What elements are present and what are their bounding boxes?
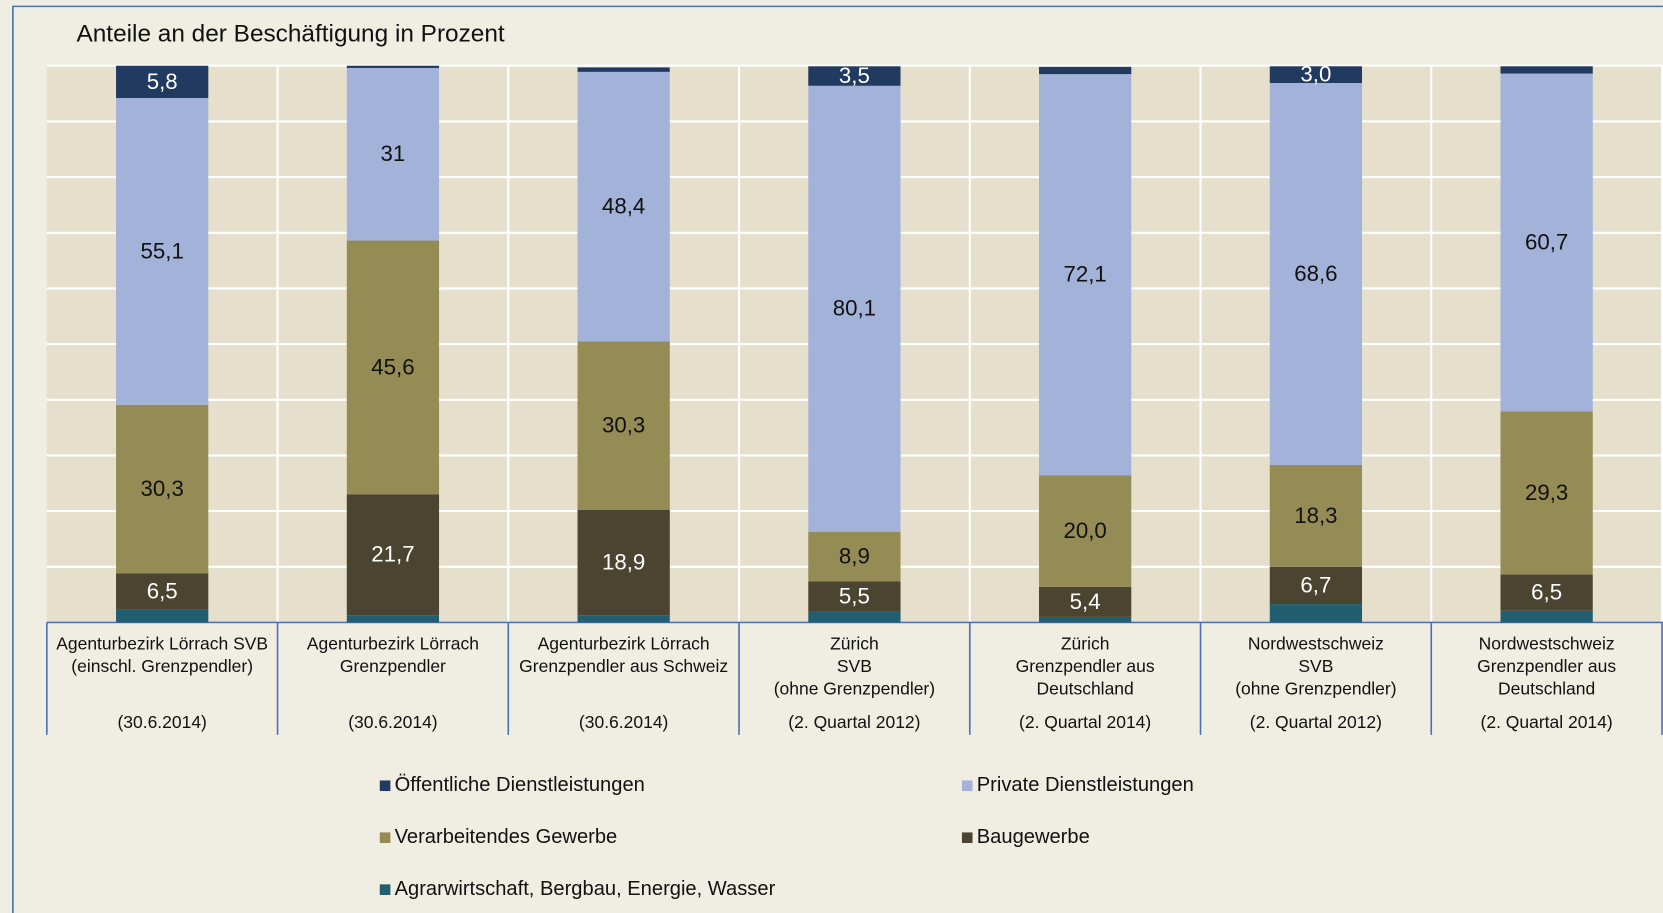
bar-segment bbox=[1039, 616, 1132, 623]
bar-segment bbox=[116, 573, 209, 610]
data-label: 6,5 bbox=[1531, 580, 1562, 605]
bar-segment bbox=[1500, 73, 1593, 412]
data-label: 80,1 bbox=[833, 296, 876, 321]
bar-segment bbox=[346, 615, 440, 623]
bar-segment bbox=[1039, 66, 1132, 75]
bar-segment bbox=[808, 611, 901, 623]
bar-segment bbox=[116, 404, 209, 574]
legend-label: Baugewerbe bbox=[977, 826, 1090, 848]
bar-segment bbox=[1500, 610, 1593, 623]
data-label: 21,7 bbox=[371, 542, 414, 567]
data-label: 45,6 bbox=[371, 354, 414, 379]
bar-segment bbox=[808, 581, 901, 612]
bar-segment bbox=[116, 98, 209, 405]
legend-swatch bbox=[961, 780, 973, 792]
data-label: 6,5 bbox=[147, 578, 178, 603]
data-label: 48,4 bbox=[602, 194, 645, 219]
bar-segment bbox=[346, 65, 440, 68]
legend-swatch bbox=[379, 832, 391, 844]
x-tick-label: Agenturbezirk Lörrach Grenzpendler (30.6.2… bbox=[307, 633, 479, 731]
bar-segment bbox=[808, 66, 901, 86]
bar-segment bbox=[116, 65, 209, 99]
bar-segment bbox=[577, 615, 670, 623]
bar-segment bbox=[116, 609, 209, 623]
legend-swatch bbox=[379, 884, 391, 895]
bar-segment bbox=[1269, 464, 1363, 567]
frame bbox=[12, 5, 1663, 913]
bar-segment bbox=[1500, 411, 1593, 575]
bar-segment bbox=[577, 71, 670, 342]
bar-segment bbox=[1500, 574, 1593, 611]
data-label: 20,0 bbox=[1063, 518, 1106, 543]
bar-segment bbox=[808, 85, 901, 532]
x-tick-label: Nordwestschweiz SVB (ohne Grenzpendler) (2.… bbox=[1235, 633, 1396, 731]
data-label: 18,9 bbox=[602, 550, 645, 575]
data-label: 30,3 bbox=[141, 476, 184, 501]
data-label: 5,5 bbox=[839, 584, 870, 609]
data-label: 55,1 bbox=[141, 238, 184, 263]
data-label: 31 bbox=[381, 141, 406, 166]
data-label: 72,1 bbox=[1063, 262, 1106, 287]
bar-segment bbox=[1039, 74, 1132, 476]
data-label: 30,3 bbox=[602, 413, 645, 438]
legend-swatch bbox=[379, 780, 391, 792]
data-label: 18,3 bbox=[1294, 503, 1337, 528]
bar-segment bbox=[577, 67, 670, 72]
bar-segment bbox=[346, 494, 440, 616]
bar-segment bbox=[808, 531, 901, 582]
bar-segment bbox=[577, 509, 670, 616]
data-label: 29,3 bbox=[1525, 480, 1568, 505]
data-label: 3,0 bbox=[1300, 62, 1331, 87]
data-label: 6,7 bbox=[1300, 572, 1331, 597]
legend-label: Öffentliche Dienstleistungen bbox=[395, 774, 645, 796]
data-label: 60,7 bbox=[1525, 229, 1568, 254]
x-tick-label: Zürich SVB (ohne Grenzpendler) (2. Quartal … bbox=[774, 633, 935, 731]
bar-segment bbox=[1269, 566, 1363, 605]
data-label: 5,4 bbox=[1070, 589, 1101, 614]
x-tick-label: Zürich Grenzpendler aus Deutschland (2. Qua… bbox=[1016, 633, 1155, 731]
x-tick-label: Agenturbezirk Lörrach SVB (einschl. Grenz… bbox=[56, 633, 268, 731]
x-tick-label: Nordwestschweiz Grenzpendler aus Deutschla… bbox=[1477, 633, 1616, 731]
x-tick-label: Agenturbezirk Lörrach Grenzpendler aus Sc… bbox=[519, 633, 728, 731]
bar-segment bbox=[1500, 66, 1593, 74]
legend-label: Agrarwirtschaft, Bergbau, Energie, Wasse… bbox=[395, 878, 776, 900]
legend-label: Verarbeitendes Gewerbe bbox=[395, 826, 618, 848]
bar-segment bbox=[1269, 66, 1363, 84]
data-label: 68,6 bbox=[1294, 261, 1337, 286]
bar-segment bbox=[1269, 83, 1363, 465]
data-label: 8,9 bbox=[839, 543, 870, 568]
bar-segment bbox=[346, 67, 440, 241]
bar-segment bbox=[346, 240, 440, 495]
legend-label: Private Dienstleistungen bbox=[977, 774, 1194, 796]
chart-title: Anteile an der Beschäftigung in Prozent bbox=[76, 20, 504, 47]
bar-segment bbox=[577, 341, 670, 510]
legend-swatch bbox=[961, 832, 973, 844]
bar-segment bbox=[1039, 475, 1132, 587]
bar-segment bbox=[1269, 604, 1363, 623]
data-label: 3,5 bbox=[839, 63, 870, 88]
data-label: 5,8 bbox=[147, 69, 178, 94]
bar-segment bbox=[1039, 586, 1132, 617]
